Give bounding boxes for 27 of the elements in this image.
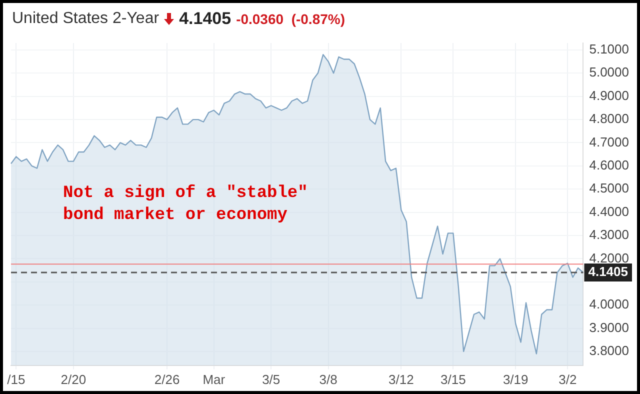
x-tick-label: 2/20 <box>60 372 86 387</box>
x-tick-label: Mar <box>202 372 226 387</box>
chart-title: United States 2-Year <box>12 10 160 28</box>
y-tick-label: 4.7000 <box>589 134 630 150</box>
y-tick-label: 4.9000 <box>589 88 630 103</box>
x-tick-label: 2/26 <box>154 372 180 387</box>
x-tick-label: 3/15 <box>440 372 466 387</box>
ref-line-label: 4.1405 <box>588 264 628 280</box>
x-tick-label: 3/8 <box>319 372 338 387</box>
y-tick-label: 3.9000 <box>589 320 630 335</box>
y-tick-label: 4.5000 <box>589 180 630 196</box>
chart-subtitle: 4.1405 -0.0360 (-0.87%) <box>179 9 346 29</box>
y-tick-label: 4.3000 <box>589 227 630 242</box>
x-tick-label: /15 <box>7 372 26 387</box>
y-tick-label: 4.6000 <box>589 158 630 173</box>
y-tick-label: 4.4000 <box>589 204 630 219</box>
y-tick-label: 4.8000 <box>589 111 630 126</box>
y-tick-label: 4.2000 <box>589 250 630 266</box>
annotation: Not a sign of a "stable" bond market or economy <box>63 183 308 227</box>
x-tick-label: 3/12 <box>388 372 414 387</box>
x-tick-label: 3/2 <box>558 372 577 387</box>
x-tick-label: 3/19 <box>502 372 528 387</box>
y-tick-label: 5.1000 <box>589 42 630 57</box>
y-tick-label: 3.8000 <box>589 343 630 358</box>
y-tick-label: 5.0000 <box>589 64 630 80</box>
x-tick-label: 3/5 <box>262 372 280 387</box>
y-tick-label: 4.0000 <box>589 296 630 312</box>
